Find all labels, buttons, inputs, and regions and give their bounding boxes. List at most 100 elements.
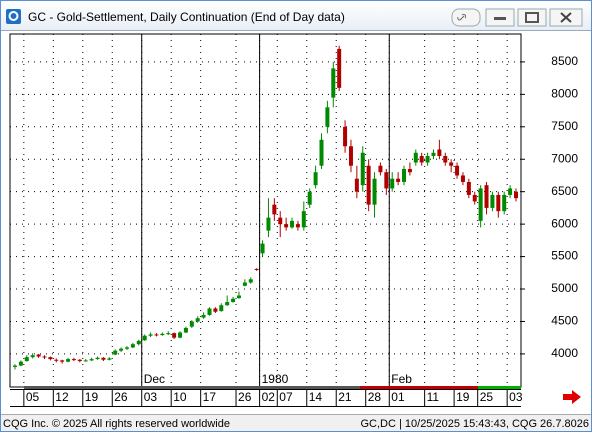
candle-body	[54, 359, 59, 361]
candle-body	[437, 149, 442, 156]
maximize-button[interactable]	[517, 8, 547, 27]
status-bar	[1, 415, 591, 431]
y-tick-label: 8500	[551, 54, 578, 68]
x-tick-label: 28	[368, 390, 382, 404]
candle-body	[372, 178, 377, 205]
candle-body	[219, 305, 224, 312]
session-bar	[24, 386, 360, 389]
candle-body	[248, 279, 253, 283]
link-button[interactable]	[451, 8, 481, 27]
candle-body	[378, 165, 383, 173]
x-tick-label: 11	[427, 390, 440, 404]
candle-body	[119, 348, 124, 351]
y-tick-label: 8000	[551, 87, 578, 101]
candle-body	[354, 178, 359, 192]
plot-area: 4000 4500 5000 5500 6000 6500 7000 7500 8000 8500…	[9, 33, 578, 406]
candle-body	[213, 308, 218, 312]
candle-body	[48, 357, 53, 360]
candle-body	[89, 359, 94, 361]
x-tick-label: 03	[509, 390, 523, 404]
candle-body	[77, 359, 82, 362]
candle-body	[113, 350, 118, 355]
candle-body	[407, 168, 412, 173]
period-label: Feb	[391, 372, 412, 386]
candle-body	[384, 172, 389, 189]
status-left: CQG Inc. © 2025 All rights reserved worl…	[3, 418, 230, 430]
candle-body	[142, 335, 147, 341]
candle-body	[313, 172, 318, 186]
x-tick-label: 21	[338, 390, 352, 404]
y-tick-label: 6000	[551, 216, 578, 230]
candle-body	[419, 155, 424, 163]
candle-body	[95, 357, 100, 360]
candle-body	[83, 360, 88, 362]
x-tick-label: 10	[173, 390, 187, 404]
session-bar	[478, 386, 521, 389]
x-tick-label: 07	[279, 390, 293, 404]
x-tick-label: 03	[144, 390, 158, 404]
candle-body	[508, 188, 513, 195]
candle-body	[460, 175, 465, 182]
candle-body	[466, 181, 471, 195]
candle-body	[390, 178, 395, 189]
candle-body	[260, 243, 265, 254]
candle-body	[413, 152, 418, 163]
candle-body	[272, 204, 277, 215]
candle-body	[231, 298, 236, 302]
x-tick-label: 01	[391, 390, 405, 404]
candle-body	[178, 332, 183, 338]
candle-body	[160, 333, 165, 336]
x-tick-label: 19	[456, 390, 470, 404]
candle-body	[189, 321, 194, 327]
candle-body	[71, 359, 76, 361]
x-tick-label: 26	[114, 390, 128, 404]
candle-body	[295, 224, 300, 228]
candle-body	[431, 152, 436, 156]
candle-body	[425, 155, 430, 163]
y-tick-label: 4500	[551, 314, 578, 328]
y-tick-label: 5500	[551, 249, 578, 263]
candle-body	[284, 224, 289, 228]
x-tick-label: 19	[85, 390, 99, 404]
candle-body	[337, 48, 342, 88]
candle-body	[325, 107, 330, 127]
candle-body	[319, 139, 324, 166]
y-tick-label: 7000	[551, 151, 578, 165]
candle-body	[490, 194, 495, 208]
candle-body	[301, 211, 306, 228]
candle-body	[502, 194, 507, 212]
y-tick-label: 4000	[551, 346, 578, 360]
scroll-arrow[interactable]	[563, 390, 581, 404]
x-tick-label: 26	[238, 390, 252, 404]
candle-body	[290, 220, 295, 228]
candle-body	[136, 340, 141, 345]
candle-body	[124, 347, 129, 349]
candle-body	[225, 301, 230, 306]
candle-body	[254, 268, 259, 270]
candle-body	[402, 168, 407, 182]
candle-body	[278, 217, 283, 225]
candle-body	[443, 155, 448, 163]
candle-body	[449, 162, 454, 166]
x-tick-label: 25	[480, 390, 494, 404]
session-bar	[360, 386, 478, 389]
candle-body	[66, 359, 71, 362]
candle-body	[396, 178, 401, 182]
y-tick-label: 5000	[551, 281, 578, 295]
candle-body	[154, 334, 159, 336]
x-tick-label: 14	[309, 390, 323, 404]
candle-body	[514, 191, 518, 199]
window-title: GC - Gold-Settlement, Daily Continuation…	[28, 10, 345, 24]
candle-body	[307, 191, 312, 205]
maximize-icon	[525, 12, 539, 23]
minimize-icon	[494, 17, 506, 20]
candle-body	[183, 327, 188, 333]
candle-body	[266, 217, 271, 231]
candle-body	[42, 356, 47, 358]
candle-body	[207, 308, 212, 315]
candle-body	[148, 334, 153, 336]
candle-body	[343, 126, 348, 147]
x-tick-label: 05	[26, 390, 40, 404]
app-icon-glyph	[8, 11, 19, 21]
